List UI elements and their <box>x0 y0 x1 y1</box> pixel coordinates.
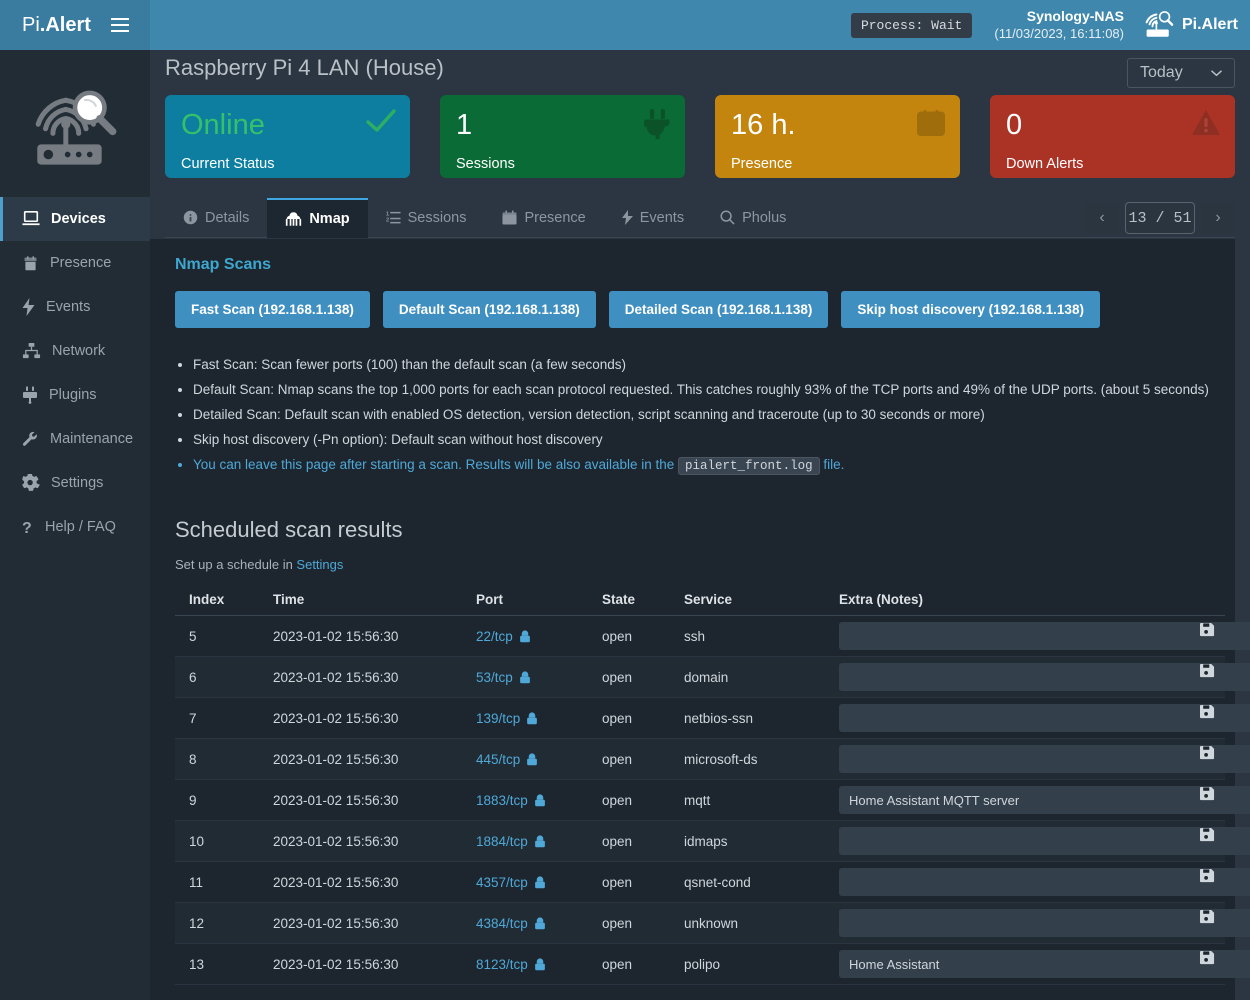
svg-text:2: 2 <box>386 218 389 224</box>
svg-text:?: ? <box>22 520 32 536</box>
